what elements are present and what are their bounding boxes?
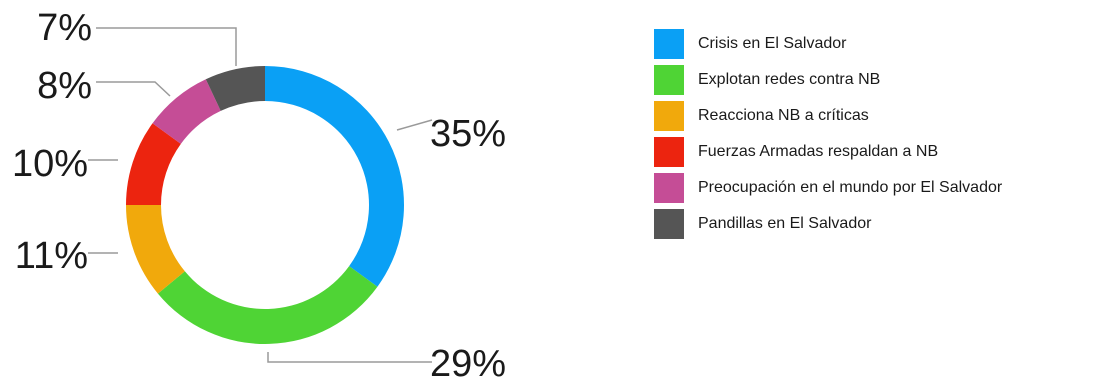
legend-label: Fuerzas Armadas respaldan a NB <box>698 143 939 160</box>
percent-label: 11% <box>15 235 88 277</box>
legend-item: Fuerzas Armadas respaldan a NB <box>654 134 1002 170</box>
percent-label: 7% <box>37 7 92 49</box>
percent-label: 35% <box>430 113 506 155</box>
chart-legend: Crisis en El Salvador Explotan redes con… <box>654 26 1002 242</box>
legend-swatch <box>654 29 684 59</box>
legend-label: Explotan redes contra NB <box>698 71 881 88</box>
donut-slice <box>126 205 185 294</box>
donut-slice <box>205 66 265 111</box>
percent-label: 10% <box>12 143 88 185</box>
legend-item: Crisis en El Salvador <box>654 26 1002 62</box>
legend-item: Reacciona NB a críticas <box>654 98 1002 134</box>
leader-line <box>96 27 237 66</box>
leader-line <box>267 352 432 363</box>
legend-swatch <box>654 101 684 131</box>
donut-slice <box>126 123 181 205</box>
legend-swatch <box>654 65 684 95</box>
legend-item: Pandillas en El Salvador <box>654 206 1002 242</box>
donut-slice <box>157 266 378 344</box>
legend-item: Explotan redes contra NB <box>654 62 1002 98</box>
legend-swatch <box>654 209 684 239</box>
legend-label: Pandillas en El Salvador <box>698 215 872 232</box>
percent-label: 29% <box>430 343 506 378</box>
donut-slice <box>265 66 405 287</box>
legend-label: Crisis en El Salvador <box>698 35 847 52</box>
donut-chart-svg: 35% 29% 11% 10% 8% 7% <box>12 7 506 378</box>
legend-swatch <box>654 173 684 203</box>
leader-line <box>96 81 171 97</box>
leader-line <box>396 119 433 131</box>
legend-label: Preocupación en el mundo por El Salvador <box>698 179 1003 196</box>
percent-label: 8% <box>37 65 92 107</box>
legend-swatch <box>654 137 684 167</box>
legend-item: Preocupación en el mundo por El Salvador <box>654 170 1002 206</box>
legend-label: Reacciona NB a críticas <box>698 107 869 124</box>
donut-slice <box>152 79 221 144</box>
